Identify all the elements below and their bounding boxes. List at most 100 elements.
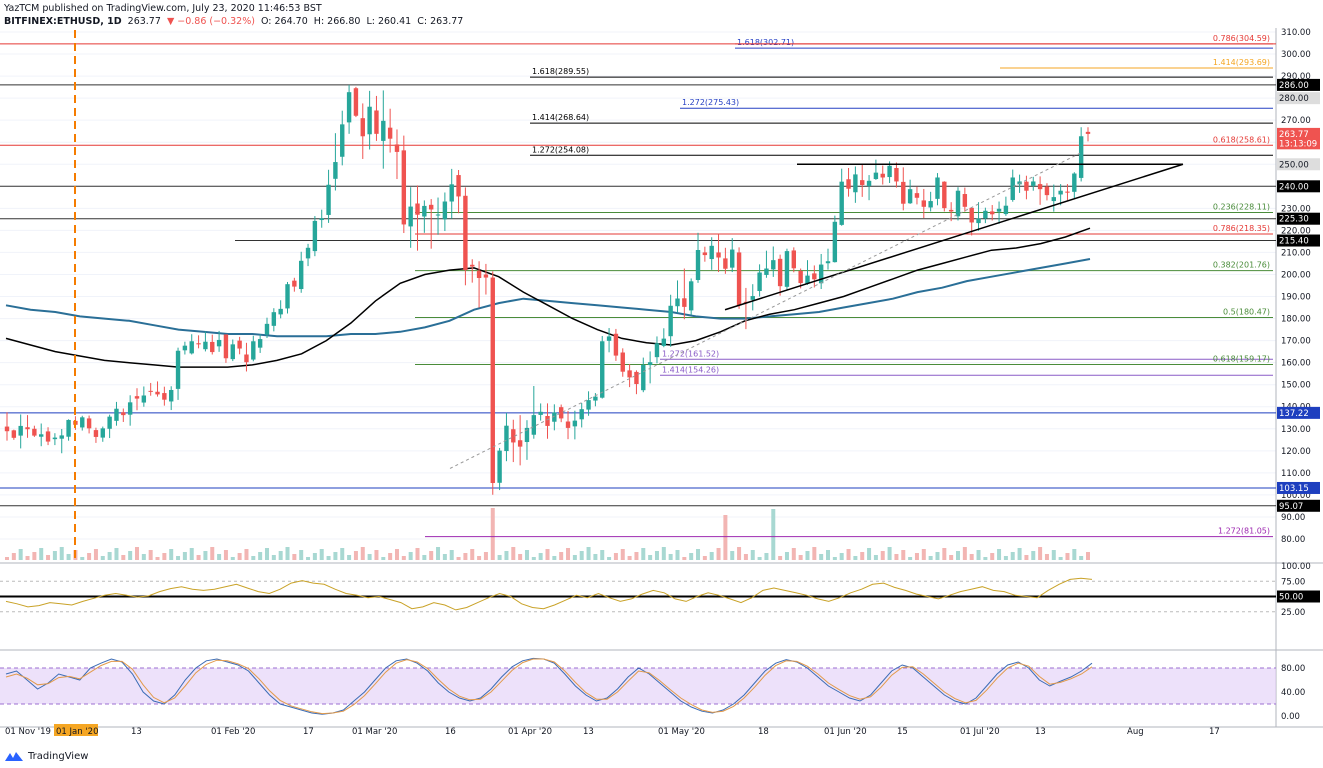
candle-body: [367, 106, 372, 135]
volume-bar: [908, 557, 913, 560]
candle-body: [791, 250, 797, 269]
candle-body: [620, 352, 625, 372]
candle-body: [983, 210, 988, 219]
time-tick: 01 Jul '20: [960, 727, 1000, 737]
candle-body: [127, 402, 133, 415]
stoch-line: [5, 658, 1093, 715]
ohlc-open: O: 264.70: [260, 16, 308, 27]
candle-body: [25, 427, 30, 430]
candle-body: [223, 334, 229, 359]
candle-body: [996, 208, 1002, 212]
candle-body: [716, 252, 721, 258]
volume-bar: [429, 551, 434, 560]
volume-bar: [333, 552, 338, 560]
brand-label: TradingView: [28, 750, 89, 762]
stoch-band: [0, 668, 1276, 704]
candle-body: [682, 298, 687, 307]
candle-body: [901, 181, 906, 204]
candle-body: [32, 428, 37, 436]
candle-body: [1024, 181, 1029, 191]
fib-label: 1.414(154.26): [662, 365, 719, 374]
candle-body: [990, 211, 995, 215]
price-tick: 170.00: [1281, 337, 1311, 347]
volume-bar: [5, 557, 9, 560]
candle-body: [976, 218, 981, 224]
volume-bar: [743, 554, 748, 560]
candle-body: [579, 409, 584, 420]
price-badge-bg: [1277, 499, 1320, 512]
volume-bar: [244, 549, 249, 560]
volume-bar: [1065, 553, 1070, 560]
candle-body: [736, 252, 742, 306]
candle-body: [504, 425, 509, 452]
volume-bar: [312, 553, 317, 560]
fib-label: 1.618(289.55): [532, 67, 589, 76]
candle-body: [107, 416, 112, 429]
candle-body: [524, 427, 530, 443]
volume-bar: [162, 553, 167, 560]
volume-bar: [997, 549, 1002, 560]
volume-bar: [873, 555, 878, 560]
price-change: ▼ −0.86 (−0.32%): [166, 16, 255, 27]
volume-bar: [408, 552, 413, 560]
volume-bar: [210, 547, 215, 560]
volume-bar: [648, 555, 653, 560]
volume-bar: [504, 551, 509, 560]
candle-body: [846, 179, 851, 189]
candlesticks: [4, 84, 1091, 495]
candle-body: [552, 412, 557, 422]
volume-bar: [689, 553, 694, 560]
volume-bar: [1024, 555, 1029, 560]
volume-bar: [483, 552, 488, 560]
time-tick: 01 Mar '20: [352, 727, 397, 737]
chart-header: YazTCM published on TradingView.com, Jul…: [4, 2, 466, 28]
volume-bar: [860, 552, 865, 560]
candle-body: [860, 180, 865, 185]
volume-bar: [928, 556, 933, 560]
candle-body: [100, 428, 105, 438]
last-price: 263.77: [127, 16, 161, 27]
price-badge: 250.00: [1279, 160, 1309, 170]
volume-bar: [436, 547, 441, 560]
candle-body: [401, 150, 407, 225]
volume-bar: [449, 550, 454, 560]
price-badge: 263.77: [1279, 130, 1309, 140]
candle-body: [483, 274, 489, 278]
candle-body: [928, 201, 933, 208]
price-tick: 300.00: [1281, 50, 1311, 60]
candle-body: [866, 180, 872, 187]
candle-body: [531, 415, 537, 435]
price-badge-bg: [1277, 92, 1320, 105]
pane-separators: [0, 28, 1323, 728]
volume-bar: [750, 550, 755, 560]
candle-body: [969, 207, 974, 223]
volume-bar: [921, 549, 926, 560]
triangle-bottom-line: [724, 163, 1184, 311]
time-tick: 13: [1035, 727, 1046, 737]
grid: [0, 31, 1276, 540]
candle-body: [189, 341, 194, 354]
volume-bar: [128, 551, 133, 560]
volume-bar: [46, 555, 51, 560]
time-axis: 01 Nov '19 01 Jan '20 13 01 Feb '20 17 01 Mar…: [5, 724, 1220, 737]
volume-bar: [230, 557, 235, 560]
candle-body: [593, 396, 598, 401]
stoch-rsi-pane: [0, 657, 1276, 715]
volume-bar: [258, 552, 263, 560]
candle-body: [675, 298, 680, 307]
volume-bar: [306, 557, 311, 560]
volume-bar: [552, 556, 557, 560]
volume-bar: [949, 555, 954, 560]
price-badge-bg: [1277, 234, 1320, 247]
volume-bar: [1079, 556, 1084, 560]
tradingview-logo-icon: [5, 752, 23, 761]
rsi-tick: 75.00: [1281, 577, 1305, 587]
candle-body: [18, 425, 23, 436]
fib-label: 0.382(201.76): [1213, 261, 1270, 270]
candle-body: [39, 434, 44, 437]
candle-body: [162, 393, 167, 400]
candle-body: [887, 165, 892, 178]
tradingview-footer[interactable]: TradingView: [4, 750, 88, 762]
time-tick: 13: [583, 727, 594, 737]
